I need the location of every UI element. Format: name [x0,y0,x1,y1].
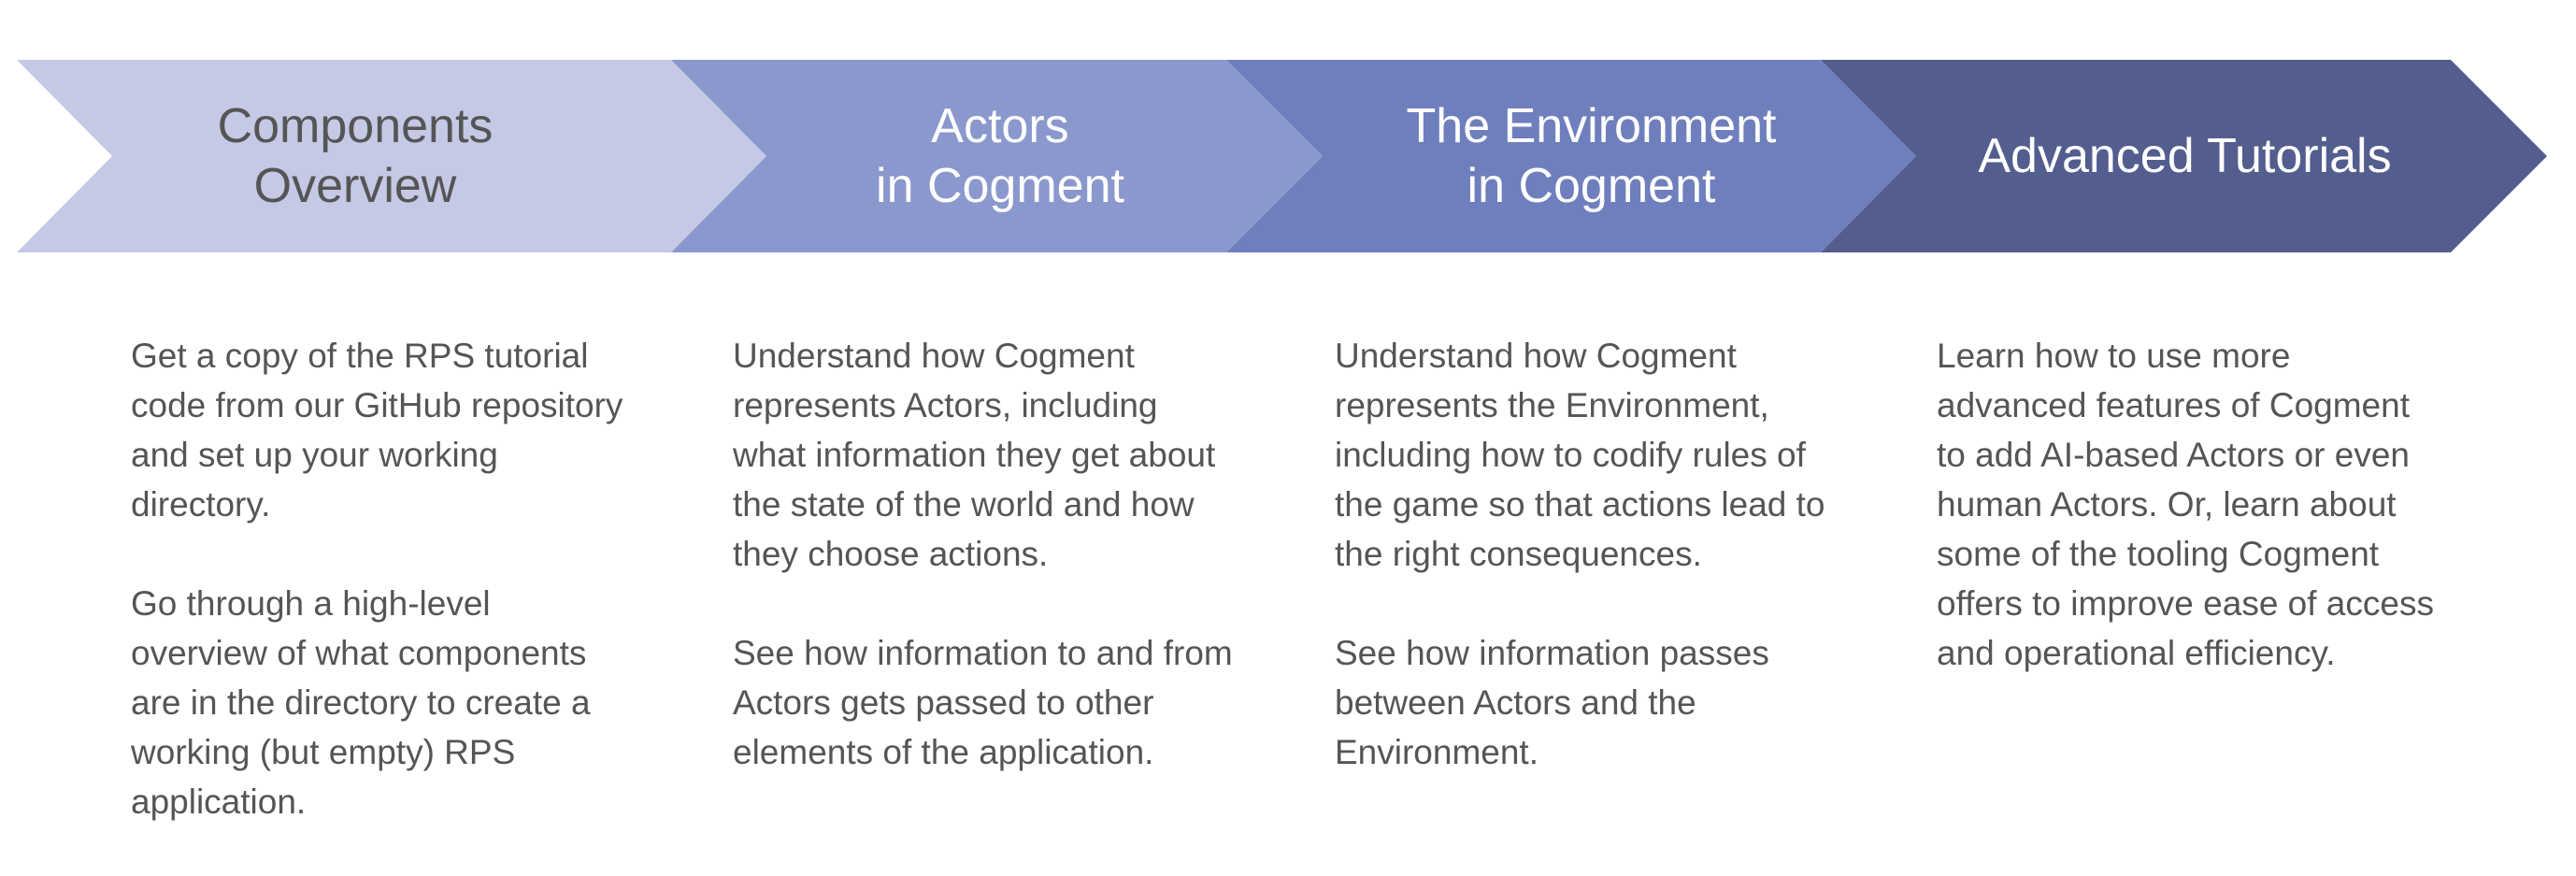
step-description-components-overview: Get a copy of the RPS tutorial code from… [131,331,636,876]
step-title-actors: Actors in Cogment [876,99,1124,213]
step-title-environment: The Environment in Cogment [1406,99,1777,213]
description-paragraph: Understand how Cogment represents Actors… [733,337,1216,573]
description-paragraph: Go through a high-level overview of what… [131,584,591,821]
step-description-actors: Understand how Cogment represents Actors… [733,331,1238,826]
step-description-advanced-tutorials: Learn how to use more advanced features … [1937,331,2441,727]
step-arrow-advanced-tutorials [1821,60,2547,252]
step-chevron-environment [1226,60,1916,252]
description-paragraph: See how information to and from Actors g… [733,634,1233,771]
step-chevron-actors [671,60,1323,252]
description-paragraph: Understand how Cogment represents the En… [1335,337,1825,573]
step-title-advanced-tutorials: Advanced Tutorials [1978,129,2392,183]
description-paragraph: Get a copy of the RPS tutorial code from… [131,337,623,524]
step-chevron-components-overview [17,60,766,252]
step-description-environment: Understand how Cogment represents the En… [1335,331,1839,826]
description-paragraph: Learn how to use more advanced features … [1937,337,2434,672]
step-title-components-overview: Components Overview [217,99,494,213]
description-paragraph: See how information passes between Actor… [1335,634,1769,771]
